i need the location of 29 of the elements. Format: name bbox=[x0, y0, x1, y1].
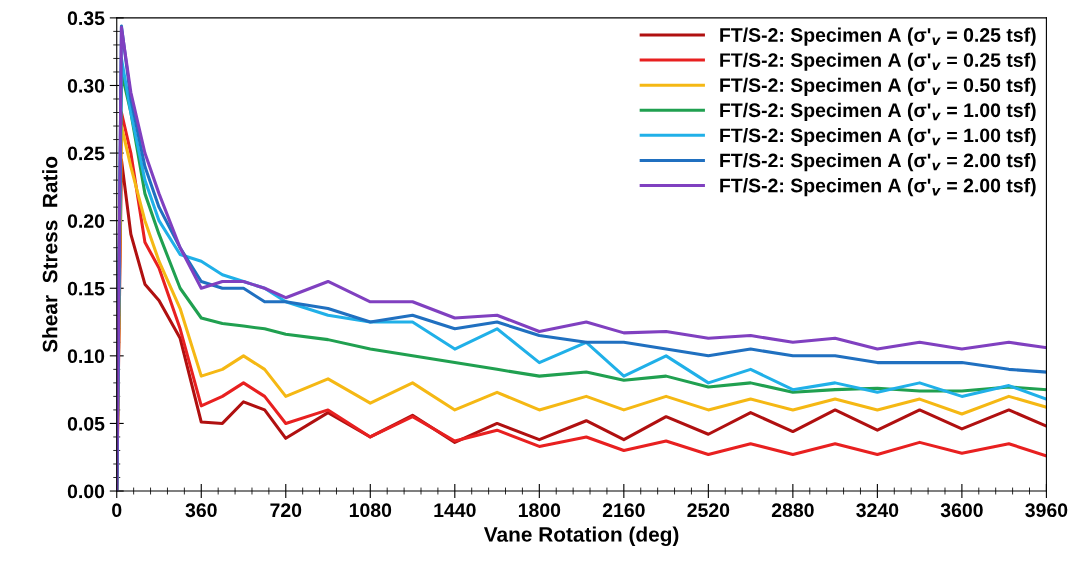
legend-label: FT/S-2: Specimen A (σ'$_{v}$ = 0.25 tsf) bbox=[720, 27, 1036, 46]
y-tick-label: 0.20 bbox=[67, 214, 105, 228]
x-tick-label: 1440 bbox=[434, 503, 476, 518]
x-tick-label: 360 bbox=[185, 503, 217, 518]
legend-label: FT/S-2: Specimen A (σ'$_{v}$ = 0.50 tsf) bbox=[720, 77, 1036, 96]
y-tick-label: 0.30 bbox=[67, 78, 105, 93]
x-tick-label: 1800 bbox=[518, 503, 561, 518]
y-tick-label: 0.00 bbox=[67, 484, 105, 499]
x-tick-label: 3600 bbox=[940, 503, 983, 518]
x-tick-label: 2160 bbox=[602, 503, 645, 518]
y-axis-title: Shear Stress Ratio bbox=[42, 156, 58, 353]
x-tick-label: 1080 bbox=[349, 503, 392, 518]
x-axis-title: Vane Rotation (deg) bbox=[483, 526, 679, 547]
x-tick-label: 3960 bbox=[1025, 503, 1068, 518]
y-tick-label: 0.15 bbox=[67, 281, 105, 296]
y-tick-label: 0.05 bbox=[67, 416, 105, 431]
y-tick-label: 0.35 bbox=[67, 11, 105, 26]
legend-label: FT/S-2: Specimen A (σ'$_{v}$ = 0.25 tsf) bbox=[720, 52, 1036, 71]
x-tick-label: 2520 bbox=[687, 503, 730, 518]
legend-label: FT/S-2: Specimen A (σ'$_{v}$ = 1.00 tsf) bbox=[720, 127, 1036, 147]
legend-label: FT/S-2: Specimen A (σ'$_{v}$ = 1.00 tsf) bbox=[720, 102, 1036, 121]
y-tick-label: 0.25 bbox=[67, 146, 105, 161]
legend-label: FT/S-2: Specimen A (σ'$_{v}$ = 2.00 tsf) bbox=[720, 153, 1036, 172]
x-tick-label: 0 bbox=[112, 503, 122, 518]
x-tick-label: 2880 bbox=[771, 503, 814, 518]
x-tick-label: 3240 bbox=[856, 503, 899, 518]
y-tick-label: 0.10 bbox=[67, 349, 105, 364]
x-tick-label: 720 bbox=[270, 503, 302, 518]
legend-label: FT/S-2: Specimen A (σ'$_{v}$ = 2.00 tsf) bbox=[720, 178, 1036, 197]
